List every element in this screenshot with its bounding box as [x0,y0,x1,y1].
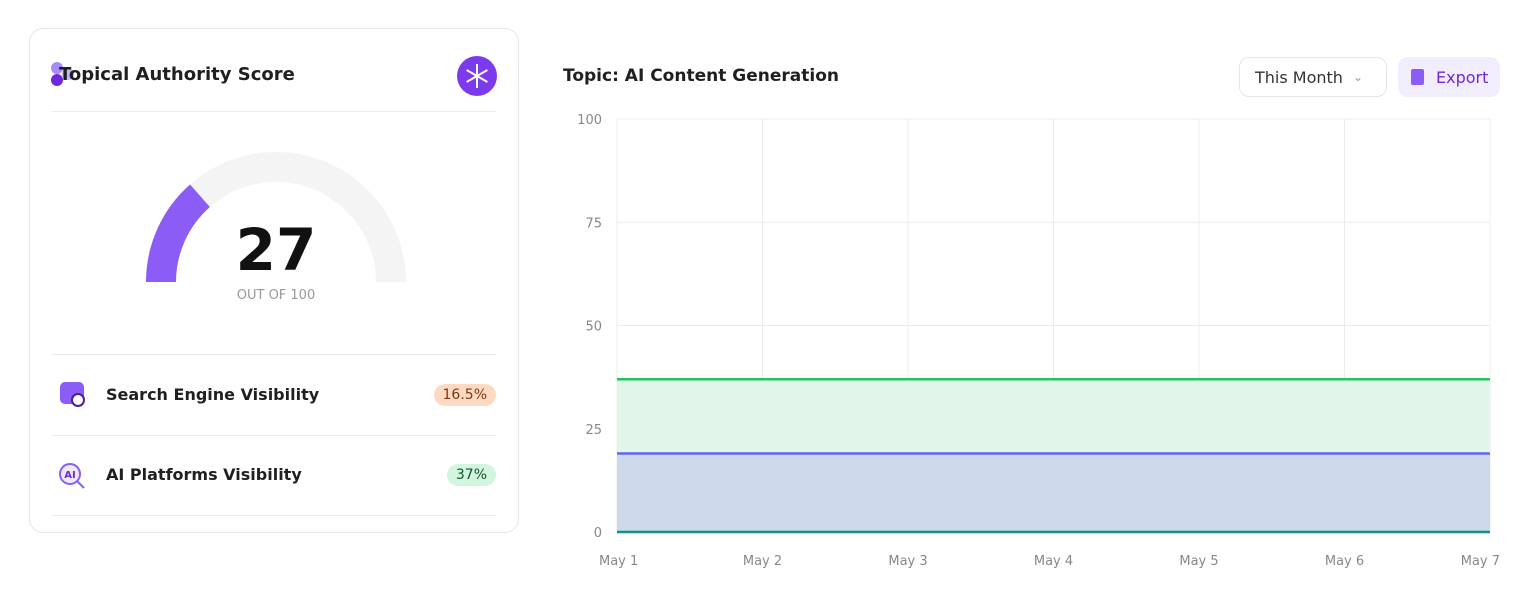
period-select[interactable]: This Month ⌄ [1239,57,1387,97]
divider [52,354,496,355]
x-tick-label: May 4 [1034,554,1073,569]
x-tick-label: May 1 [599,554,638,569]
y-tick-label: 100 [577,113,602,128]
svg-text:AI: AI [64,470,75,481]
row-label: AI Platforms Visibility [106,465,302,484]
gauge: 27 OUT OF 100 [146,152,406,303]
gauge-value: 27 [236,216,317,284]
area-fill [617,453,1490,532]
period-label: This Month [1255,67,1343,87]
row-badge: 16.5% [433,384,496,406]
snowflake-button[interactable] [457,56,497,96]
chart-title: Topic: AI Content Generation [563,66,839,86]
chart: 0 25 50 75 100 May 1 May 2 May 3 May 4 May 5 May 6… [577,113,1500,569]
ai-icon: AI [59,463,85,489]
gauge-arc [146,184,211,283]
x-tick-label: May 6 [1325,554,1364,569]
score-card [29,28,519,533]
export-label: Export [1436,67,1489,87]
y-tick-label: 50 [585,320,602,335]
y-tick-label: 25 [585,423,602,438]
search-icon [60,382,85,407]
gauge-caption: OUT OF 100 [237,288,315,303]
divider [52,515,496,516]
divider [52,111,496,112]
x-tick-label: May 5 [1179,554,1218,569]
export-button[interactable]: Export [1398,57,1500,97]
chevron: ⌄ [1352,70,1363,84]
x-tick-label: May 7 [1461,554,1500,569]
x-tick-label: May 3 [888,554,927,569]
row-badge: 37% [446,464,496,486]
x-tick-label: May 2 [743,554,782,569]
row-label: Search Engine Visibility [106,385,320,404]
y-tick-label: 0 [594,526,602,541]
card-icon [51,62,74,86]
export-icon [1411,69,1424,85]
divider [52,435,496,436]
y-tick-label: 75 [585,216,602,231]
card-title: Topical Authority Score [59,64,295,85]
